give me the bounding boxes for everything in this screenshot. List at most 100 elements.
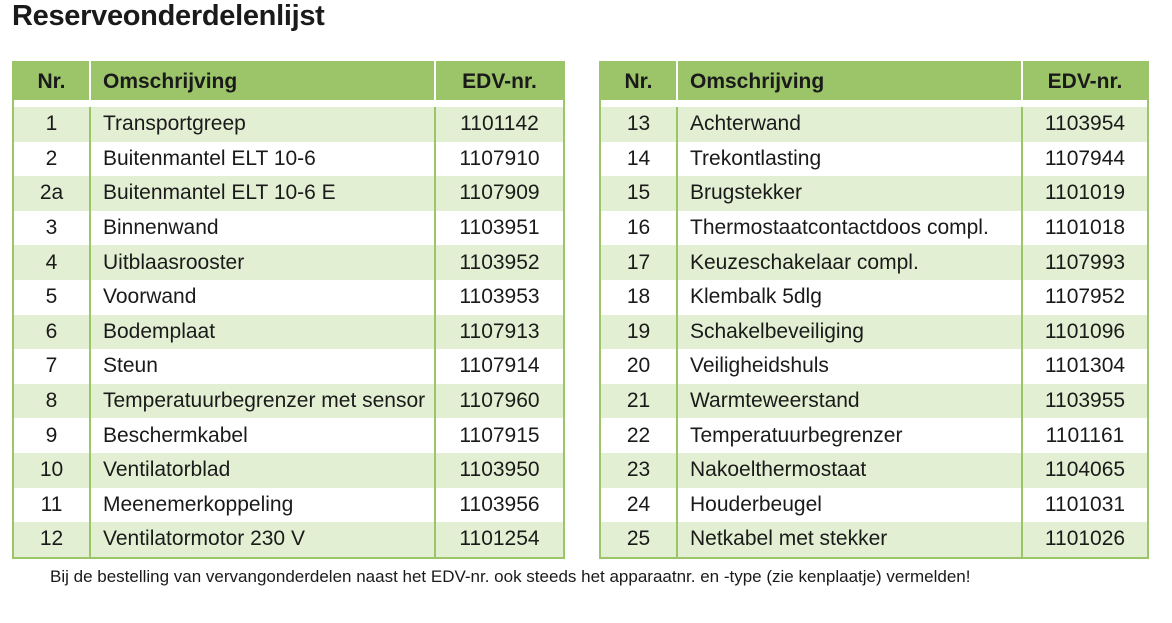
table-row: 15 Brugstekker 1101019 [600, 176, 1148, 211]
table-row: 16 Thermostaatcontactdoos compl. 1101018 [600, 210, 1148, 246]
part-description-cell: Ventilatormotor 230 V [90, 522, 436, 558]
part-number-cell: 1 [13, 107, 91, 142]
table-row: 7 Steun 1107914 [13, 349, 564, 384]
part-description-cell: Steun [90, 349, 436, 384]
part-number-cell: 7 [13, 349, 91, 384]
edv-number-cell: 1107910 [435, 141, 564, 177]
table-row: 1 Transportgreep 1101142 [13, 107, 564, 142]
part-number-cell: 4 [13, 245, 91, 280]
part-number-cell: 2a [13, 176, 91, 211]
edv-number-cell: 1103950 [435, 452, 564, 488]
part-description-cell: Achterwand [677, 107, 1023, 142]
table-row: 2a Buitenmantel ELT 10-6 E 1107909 [13, 176, 564, 211]
part-description-cell: Uitblaasrooster [90, 245, 436, 280]
table-row: 20 Veiligheidshuls 1101304 [600, 349, 1148, 384]
part-description-cell: Warmteweerstand [677, 383, 1023, 419]
edv-number-cell: 1101161 [1022, 418, 1148, 453]
part-number-cell: 3 [13, 210, 91, 246]
part-number-cell: 20 [600, 349, 678, 384]
table-row: 9 Beschermkabel 1107915 [13, 418, 564, 453]
part-number-cell: 10 [13, 452, 91, 488]
table-header-row: Nr. Omschrijving EDV-nr. [13, 62, 564, 100]
part-description-cell: Veiligheidshuls [677, 349, 1023, 384]
parts-table-left: Nr. Omschrijving EDV-nr. 1 Transportgreep… [12, 61, 565, 559]
part-number-cell: 22 [600, 418, 678, 453]
part-description-cell: Netkabel met stekker [677, 522, 1023, 558]
table-row: 3 Binnenwand 1103951 [13, 210, 564, 246]
part-description-cell: Brugstekker [677, 176, 1023, 211]
edv-number-cell: 1103955 [1022, 383, 1148, 419]
table-row: 4 Uitblaasrooster 1103952 [13, 245, 564, 280]
header-description: Omschrijving [677, 62, 1023, 100]
part-description-cell: Klembalk 5dlg [677, 279, 1023, 315]
edv-number-cell: 1101031 [1022, 487, 1148, 523]
edv-number-cell: 1104065 [1022, 452, 1148, 488]
header-nr: Nr. [13, 62, 91, 100]
table-row: 23 Nakoelthermostaat 1104065 [600, 452, 1148, 488]
edv-number-cell: 1101096 [1022, 314, 1148, 350]
page-title: Reserveonderdelenlijst [12, 0, 325, 32]
edv-number-cell: 1107909 [435, 176, 564, 211]
table-row: 22 Temperatuurbegrenzer 1101161 [600, 418, 1148, 453]
part-number-cell: 15 [600, 176, 678, 211]
part-number-cell: 25 [600, 522, 678, 558]
header-spacer [600, 100, 1148, 107]
part-number-cell: 24 [600, 487, 678, 523]
table-row: 24 Houderbeugel 1101031 [600, 487, 1148, 523]
part-description-cell: Buitenmantel ELT 10-6 [90, 141, 436, 177]
table-row: 6 Bodemplaat 1107913 [13, 314, 564, 350]
edv-number-cell: 1103952 [435, 245, 564, 280]
part-description-cell: Buitenmantel ELT 10-6 E [90, 176, 436, 211]
edv-number-cell: 1103951 [435, 210, 564, 246]
parts-table-right: Nr. Omschrijving EDV-nr. 13 Achterwand 110… [599, 61, 1149, 559]
table-row: 17 Keuzeschakelaar compl. 1107993 [600, 245, 1148, 280]
part-number-cell: 18 [600, 279, 678, 315]
parts-table-body-left: 1 Transportgreep 1101142 2 Buitenmantel ELT … [13, 100, 564, 558]
edv-number-cell: 1103954 [1022, 107, 1148, 142]
header-edv-number: EDV-nr. [1022, 62, 1148, 100]
part-description-cell: Schakelbeveiliging [677, 314, 1023, 350]
table-row: 25 Netkabel met stekker 1101026 [600, 522, 1148, 558]
table-row: 14 Trekontlasting 1107944 [600, 141, 1148, 177]
part-number-cell: 9 [13, 418, 91, 453]
part-number-cell: 8 [13, 383, 91, 419]
edv-number-cell: 1107913 [435, 314, 564, 350]
part-number-cell: 2 [13, 141, 91, 177]
part-description-cell: Houderbeugel [677, 487, 1023, 523]
header-nr: Nr. [600, 62, 678, 100]
part-description-cell: Beschermkabel [90, 418, 436, 453]
part-number-cell: 6 [13, 314, 91, 350]
table-row: 2 Buitenmantel ELT 10-6 1107910 [13, 141, 564, 177]
part-description-cell: Temperatuurbegrenzer [677, 418, 1023, 453]
edv-number-cell: 1107952 [1022, 279, 1148, 315]
part-description-cell: Trekontlasting [677, 141, 1023, 177]
table-row: 19 Schakelbeveiliging 1101096 [600, 314, 1148, 350]
table-row: 18 Klembalk 5dlg 1107952 [600, 279, 1148, 315]
edv-number-cell: 1107993 [1022, 245, 1148, 280]
part-number-cell: 19 [600, 314, 678, 350]
order-footnote: Bij de bestelling van vervangonderdelen … [50, 567, 971, 586]
part-description-cell: Transportgreep [90, 107, 436, 142]
table-row: 10 Ventilatorblad 1103950 [13, 452, 564, 488]
part-description-cell: Voorwand [90, 279, 436, 315]
part-number-cell: 23 [600, 452, 678, 488]
edv-number-cell: 1101019 [1022, 176, 1148, 211]
table-header-row: Nr. Omschrijving EDV-nr. [600, 62, 1148, 100]
part-number-cell: 12 [13, 522, 91, 558]
table-row: 12 Ventilatormotor 230 V 1101254 [13, 522, 564, 558]
part-number-cell: 16 [600, 210, 678, 246]
table-row: 5 Voorwand 1103953 [13, 279, 564, 315]
edv-number-cell: 1101018 [1022, 210, 1148, 246]
part-description-cell: Ventilatorblad [90, 452, 436, 488]
part-description-cell: Nakoelthermostaat [677, 452, 1023, 488]
edv-number-cell: 1107944 [1022, 141, 1148, 177]
edv-number-cell: 1107915 [435, 418, 564, 453]
part-description-cell: Thermostaatcontactdoos compl. [677, 210, 1023, 246]
part-number-cell: 17 [600, 245, 678, 280]
edv-number-cell: 1101026 [1022, 522, 1148, 558]
table-row: 8 Temperatuurbegrenzer met sensor 1107960 [13, 383, 564, 419]
part-number-cell: 11 [13, 487, 91, 523]
part-number-cell: 14 [600, 141, 678, 177]
edv-number-cell: 1101304 [1022, 349, 1148, 384]
header-edv-number: EDV-nr. [435, 62, 564, 100]
